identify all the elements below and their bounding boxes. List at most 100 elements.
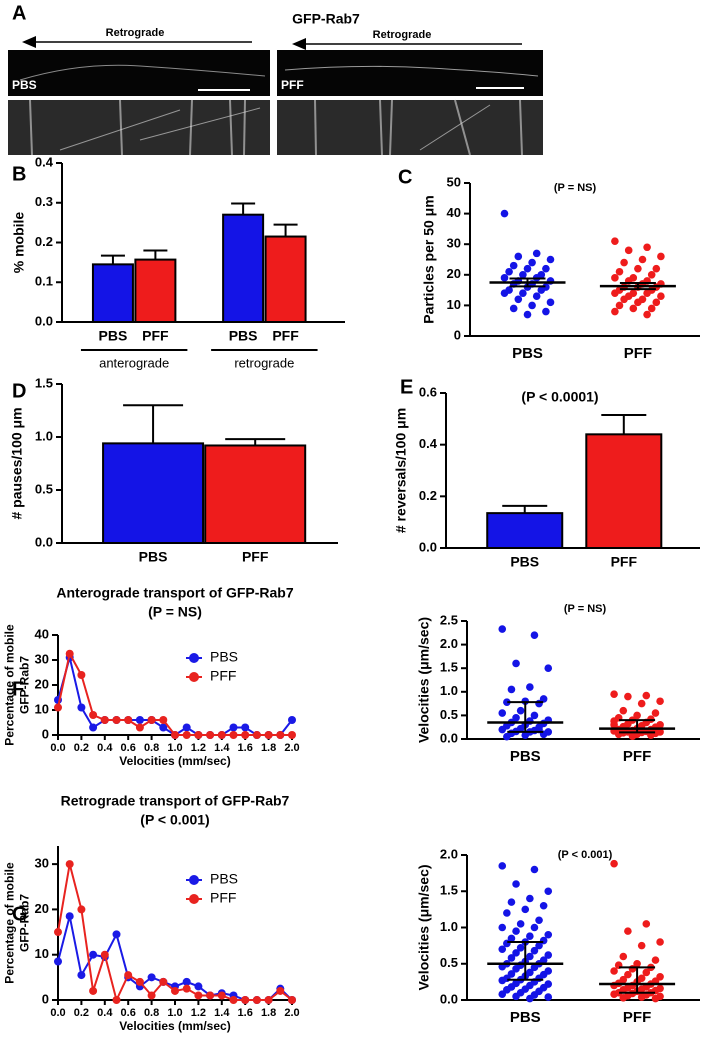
data-point bbox=[512, 880, 520, 888]
bar bbox=[91, 263, 134, 323]
data-point bbox=[217, 731, 226, 739]
x-tick-label: PBS bbox=[99, 328, 128, 344]
x-tick-label: 0.4 bbox=[97, 1007, 113, 1019]
y-tick-label: 0.0 bbox=[35, 534, 53, 549]
group-label: anterograde bbox=[99, 355, 169, 370]
x-tick-label: PBS bbox=[510, 748, 541, 765]
y-axis-label: Percentage of mobile bbox=[3, 624, 17, 746]
data-point bbox=[500, 209, 509, 218]
x-tick-label: PBS bbox=[512, 345, 543, 362]
data-point bbox=[647, 304, 656, 313]
data-point bbox=[651, 709, 660, 717]
data-point bbox=[530, 963, 539, 972]
y-tick-label: 0.4 bbox=[35, 154, 54, 169]
data-point bbox=[171, 731, 179, 739]
data-point bbox=[135, 716, 144, 724]
data-point bbox=[544, 887, 553, 896]
data-point bbox=[498, 945, 507, 954]
data-point bbox=[498, 990, 507, 998]
data-point bbox=[498, 625, 507, 633]
data-point bbox=[624, 246, 633, 255]
data-point bbox=[512, 992, 520, 1001]
x-tick-label: PBS bbox=[510, 1009, 541, 1026]
data-point bbox=[159, 716, 168, 724]
data-point bbox=[542, 307, 550, 316]
data-point bbox=[656, 938, 664, 946]
arrows bbox=[22, 36, 522, 50]
y-axis-label: GFP-Rab7 bbox=[18, 656, 32, 714]
data-point bbox=[620, 258, 628, 267]
data-point bbox=[505, 267, 513, 276]
data-point bbox=[147, 991, 156, 1000]
data-point bbox=[651, 994, 660, 1003]
data-point bbox=[634, 298, 642, 307]
x-tick-label: PBS bbox=[139, 549, 168, 565]
data-point bbox=[288, 996, 296, 1004]
data-point bbox=[619, 994, 628, 1002]
data-point bbox=[611, 307, 619, 316]
data-point bbox=[526, 932, 534, 940]
y-axis-label: # reversals/100 μm bbox=[393, 408, 409, 533]
x-tick-label: 1.2 bbox=[191, 742, 206, 754]
y-axis-label: Particles per 50 μm bbox=[421, 195, 437, 323]
x-tick-label: 1.4 bbox=[214, 742, 230, 754]
data-point bbox=[657, 252, 665, 261]
y-tick-label: 10 bbox=[35, 946, 49, 961]
data-point bbox=[54, 703, 62, 712]
data-point bbox=[217, 991, 226, 1000]
data-point bbox=[65, 860, 74, 869]
data-point bbox=[634, 264, 642, 273]
data-point bbox=[530, 631, 539, 639]
data-point bbox=[512, 965, 520, 973]
data-point bbox=[159, 723, 168, 732]
data-point bbox=[624, 692, 632, 701]
data-point bbox=[512, 713, 520, 722]
data-point bbox=[507, 934, 516, 943]
data-point bbox=[526, 994, 534, 1003]
chart-subtitle: (P = NS) bbox=[148, 604, 202, 620]
data-point bbox=[535, 699, 543, 708]
x-tick-label: PBS bbox=[229, 328, 258, 344]
data-point bbox=[498, 862, 507, 870]
legend-swatch bbox=[189, 894, 199, 904]
data-point bbox=[610, 721, 618, 729]
data-point bbox=[54, 957, 62, 966]
bar bbox=[222, 213, 265, 323]
data-point bbox=[503, 909, 511, 917]
data-point bbox=[89, 986, 98, 995]
y-tick-label: 0 bbox=[454, 327, 461, 342]
y-tick-label: 30 bbox=[35, 651, 49, 666]
x-tick-label: 1.0 bbox=[167, 742, 182, 754]
x-tick-label: 1.8 bbox=[261, 742, 276, 754]
data-point bbox=[500, 274, 509, 282]
data-point bbox=[498, 923, 507, 932]
y-tick-label: 1.0 bbox=[35, 428, 53, 443]
y-tick-label: 0.4 bbox=[419, 436, 438, 451]
data-point bbox=[507, 685, 516, 694]
data-point bbox=[530, 923, 539, 932]
arrow-label: Retrograde bbox=[106, 27, 165, 39]
y-tick-label: 0 bbox=[42, 991, 49, 1006]
x-tick-label: PFF bbox=[623, 748, 651, 765]
y-tick-label: 10 bbox=[35, 701, 49, 716]
y-tick-label: 0.2 bbox=[419, 488, 437, 503]
data-point bbox=[539, 695, 548, 703]
data-point bbox=[288, 731, 296, 739]
chart-title: (P = NS) bbox=[554, 182, 597, 194]
panel-label: F bbox=[12, 678, 24, 700]
data-point bbox=[610, 967, 618, 975]
data-point bbox=[100, 716, 109, 724]
data-point bbox=[642, 968, 651, 977]
x-tick-label: 0.0 bbox=[50, 742, 65, 754]
bar bbox=[585, 433, 663, 550]
data-point bbox=[526, 894, 534, 903]
data-point bbox=[610, 690, 618, 698]
data-point bbox=[519, 289, 527, 297]
data-point bbox=[159, 977, 168, 986]
data-point bbox=[526, 952, 534, 961]
bar bbox=[204, 444, 307, 545]
x-tick-label: 0.6 bbox=[121, 1007, 136, 1019]
y-tick-label: 2.0 bbox=[440, 636, 458, 651]
data-point bbox=[206, 991, 215, 1000]
y-tick-label: 0.5 bbox=[440, 707, 458, 722]
